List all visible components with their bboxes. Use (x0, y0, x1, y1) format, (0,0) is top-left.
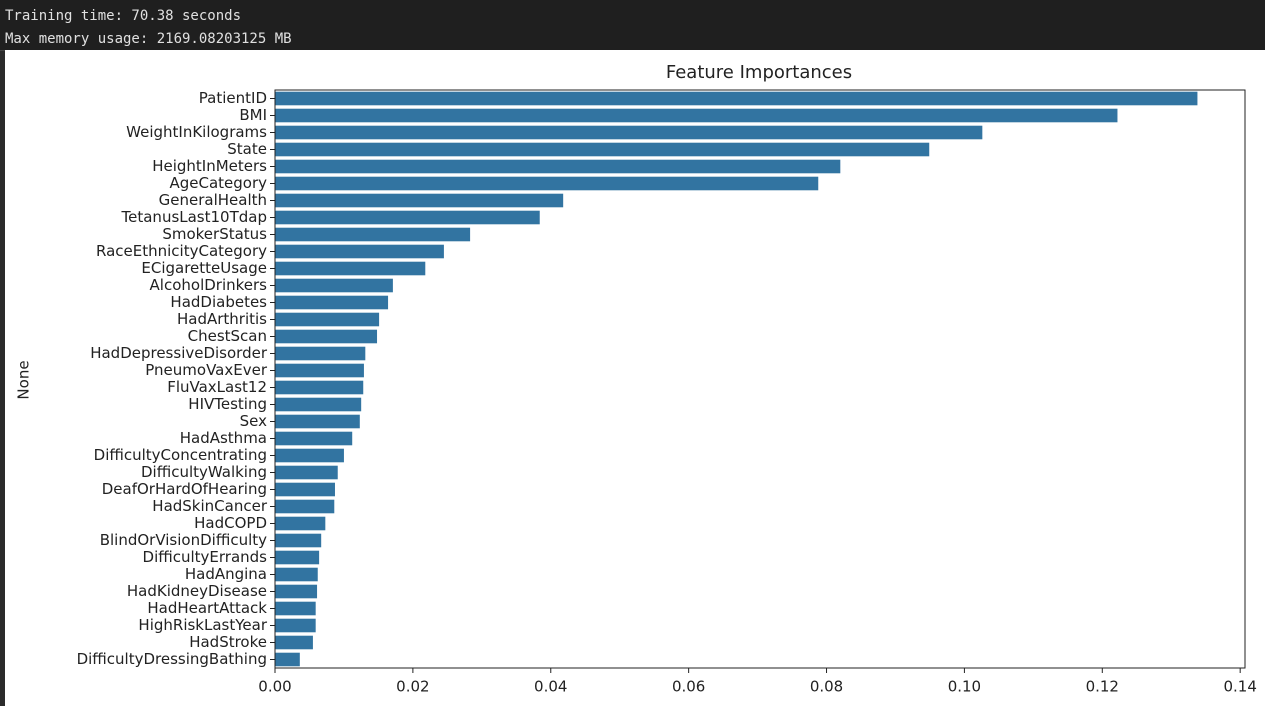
y-tick-label: DifficultyErrands (143, 548, 268, 566)
y-tick-label: SmokerStatus (162, 225, 267, 243)
y-tick-label: HadKidneyDisease (127, 582, 267, 600)
y-tick-label: HeightInMeters (152, 157, 267, 175)
y-axis-label: None (15, 360, 33, 399)
y-tick-label: DifficultyConcentrating (94, 446, 267, 464)
bar (275, 499, 335, 514)
y-tick-label: DifficultyDressingBathing (77, 650, 267, 668)
bar (275, 295, 389, 310)
y-tick-label: HadHeartAttack (147, 599, 267, 617)
bar (275, 142, 930, 157)
bar (275, 465, 338, 480)
x-tick-label: 0.12 (1086, 678, 1119, 696)
y-tick-label: HadStroke (189, 633, 267, 651)
y-tick-label: ChestScan (188, 327, 267, 345)
bar (275, 363, 364, 378)
bar (275, 482, 335, 497)
y-tick-label: HadDiabetes (170, 293, 267, 311)
bar (275, 261, 426, 276)
y-tick-label: Sex (240, 412, 267, 430)
y-tick-label: HadDepressiveDisorder (90, 344, 268, 362)
x-tick-label: 0.08 (810, 678, 843, 696)
y-tick-label: RaceEthnicityCategory (96, 242, 267, 260)
y-tick-label: BlindOrVisionDifficulty (100, 531, 267, 549)
y-tick-label: HighRiskLastYear (138, 616, 267, 634)
bar (275, 91, 1198, 106)
y-tick-label: FluVaxLast12 (167, 378, 267, 396)
x-tick-label: 0.06 (672, 678, 705, 696)
y-tick-label: HadCOPD (194, 514, 267, 532)
bar (275, 210, 540, 225)
y-tick-label: HadAsthma (180, 429, 267, 447)
bar (275, 176, 819, 191)
bar (275, 108, 1118, 123)
y-tick-label: TetanusLast10Tdap (121, 208, 267, 226)
bar (275, 397, 362, 412)
bar (275, 125, 983, 140)
bar (275, 278, 393, 293)
bar (275, 244, 444, 259)
axes-frame (274, 89, 1246, 669)
bar (275, 431, 353, 446)
bar (275, 414, 360, 429)
y-tick-label: State (227, 140, 267, 158)
bar (275, 601, 316, 616)
x-tick-label: 0.00 (258, 678, 291, 696)
output-panel (5, 50, 1265, 706)
bar (275, 533, 322, 548)
y-tick-label: GeneralHealth (159, 191, 267, 209)
bar (275, 448, 344, 463)
bar (275, 193, 564, 208)
y-tick-label: AgeCategory (169, 174, 267, 192)
console-output: Training time: 70.38 seconds Max memory … (0, 0, 1265, 51)
y-tick-label: HadSkinCancer (152, 497, 268, 515)
y-tick-label: PneumoVaxEver (145, 361, 268, 379)
y-tick-label: BMI (239, 106, 267, 124)
x-tick-label: 0.02 (396, 678, 429, 696)
bar (275, 635, 313, 650)
y-tick-label: HadAngina (185, 565, 267, 583)
x-tick-label: 0.10 (948, 678, 981, 696)
y-tick-label: ECigaretteUsage (141, 259, 267, 277)
bar (275, 618, 316, 633)
bar (275, 567, 318, 582)
y-tick-label: DifficultyWalking (141, 463, 267, 481)
y-tick-label: HIVTesting (188, 395, 267, 413)
bar (275, 329, 378, 344)
y-tick-label: PatientID (199, 89, 267, 107)
bar (275, 312, 380, 327)
bar (275, 516, 326, 531)
y-tick-label: WeightInKilograms (126, 123, 267, 141)
bar (275, 652, 300, 667)
bar (275, 227, 471, 242)
bar (275, 380, 364, 395)
console-line: Training time: 70.38 seconds (5, 8, 242, 24)
y-tick-label: HadArthritis (177, 310, 267, 328)
chart-title: Feature Importances (666, 62, 852, 83)
bar (275, 584, 318, 599)
console-line: Max memory usage: 2169.08203125 MB (5, 31, 292, 47)
bar (275, 159, 841, 174)
x-tick-label: 0.14 (1223, 678, 1256, 696)
bar (275, 346, 366, 361)
bar (275, 550, 320, 565)
y-tick-label: AlcoholDrinkers (150, 276, 268, 294)
x-tick-label: 0.04 (534, 678, 567, 696)
y-tick-label: DeafOrHardOfHearing (102, 480, 267, 498)
